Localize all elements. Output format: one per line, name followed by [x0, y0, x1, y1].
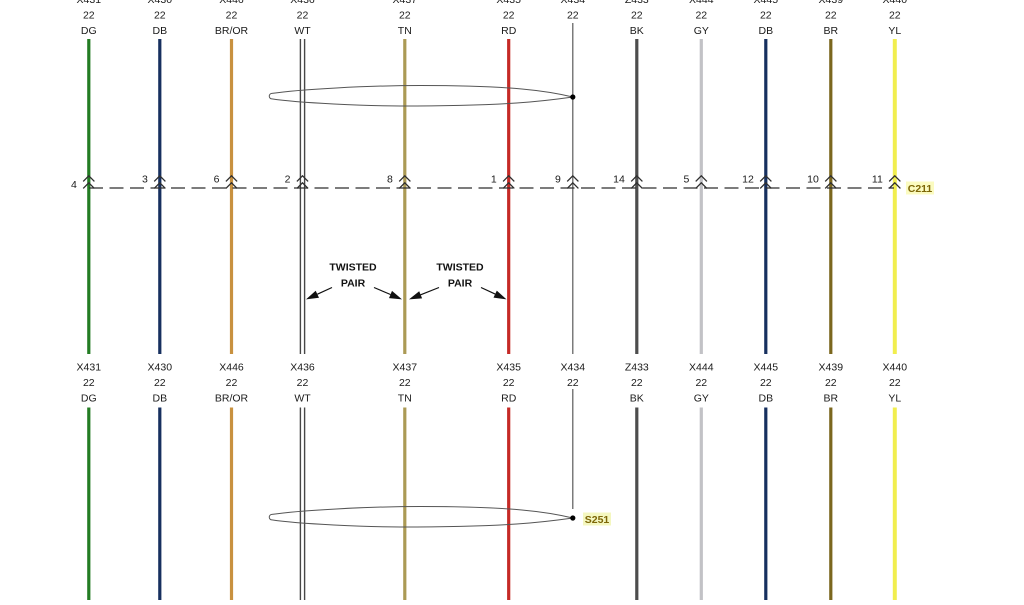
svg-text:X437: X437: [393, 0, 418, 6]
svg-text:X445: X445: [754, 0, 779, 6]
svg-text:TN: TN: [398, 25, 412, 37]
svg-text:X431: X431: [77, 362, 102, 374]
svg-text:BR/OR: BR/OR: [215, 25, 249, 37]
svg-text:Z433: Z433: [625, 0, 649, 6]
svg-text:X439: X439: [819, 0, 844, 6]
svg-text:22: 22: [889, 377, 901, 389]
svg-text:22: 22: [297, 377, 309, 389]
svg-text:22: 22: [399, 377, 411, 389]
svg-text:X446: X446: [219, 0, 244, 6]
svg-text:BR: BR: [824, 393, 839, 405]
svg-text:PAIR: PAIR: [448, 277, 473, 289]
svg-text:11: 11: [872, 173, 883, 185]
svg-text:X436: X436: [290, 0, 315, 6]
svg-text:22: 22: [83, 377, 95, 389]
svg-text:X434: X434: [561, 0, 586, 6]
svg-text:X440: X440: [883, 0, 908, 6]
svg-text:GY: GY: [694, 25, 709, 37]
svg-text:BR: BR: [824, 25, 839, 37]
svg-text:3: 3: [142, 173, 148, 185]
svg-text:YL: YL: [888, 25, 901, 37]
svg-text:DB: DB: [759, 25, 774, 37]
svg-text:8: 8: [387, 173, 393, 185]
svg-text:22: 22: [760, 377, 772, 389]
svg-text:22: 22: [631, 377, 643, 389]
svg-text:22: 22: [695, 10, 707, 22]
svg-text:X444: X444: [689, 0, 714, 6]
svg-text:TWISTED: TWISTED: [329, 262, 377, 274]
svg-text:Z433: Z433: [625, 362, 649, 374]
svg-text:2: 2: [285, 173, 291, 185]
svg-text:X439: X439: [819, 362, 844, 374]
svg-text:X434: X434: [561, 362, 586, 374]
svg-text:RD: RD: [501, 25, 517, 37]
svg-text:10: 10: [807, 173, 819, 185]
svg-text:22: 22: [226, 377, 238, 389]
svg-text:22: 22: [567, 10, 579, 22]
svg-text:DB: DB: [153, 393, 168, 405]
svg-text:22: 22: [825, 377, 837, 389]
svg-text:X437: X437: [393, 362, 418, 374]
svg-text:X436: X436: [290, 362, 315, 374]
svg-text:22: 22: [399, 10, 411, 22]
svg-text:DG: DG: [81, 393, 97, 405]
svg-text:X444: X444: [689, 362, 714, 374]
svg-text:22: 22: [154, 377, 166, 389]
svg-text:BR/OR: BR/OR: [215, 393, 249, 405]
svg-text:BK: BK: [630, 393, 644, 405]
svg-text:22: 22: [503, 377, 515, 389]
svg-text:12: 12: [742, 173, 754, 185]
svg-text:DB: DB: [153, 25, 168, 37]
svg-text:22: 22: [503, 10, 515, 22]
svg-text:PAIR: PAIR: [341, 277, 366, 289]
svg-text:22: 22: [760, 10, 772, 22]
svg-text:X431: X431: [77, 0, 102, 6]
svg-text:9: 9: [555, 173, 561, 185]
svg-text:TN: TN: [398, 393, 412, 405]
svg-text:22: 22: [889, 10, 901, 22]
svg-text:X445: X445: [754, 362, 779, 374]
svg-text:S251: S251: [585, 514, 610, 526]
svg-text:22: 22: [154, 10, 166, 22]
svg-text:X446: X446: [219, 362, 244, 374]
svg-text:YL: YL: [888, 393, 901, 405]
svg-text:22: 22: [695, 377, 707, 389]
svg-text:BK: BK: [630, 25, 644, 37]
svg-text:DG: DG: [81, 25, 97, 37]
svg-text:DB: DB: [759, 393, 774, 405]
svg-text:GY: GY: [694, 393, 709, 405]
svg-text:22: 22: [631, 10, 643, 22]
svg-text:X435: X435: [496, 362, 521, 374]
svg-text:5: 5: [683, 173, 689, 185]
svg-text:1: 1: [491, 173, 497, 185]
svg-text:6: 6: [214, 173, 220, 185]
svg-text:RD: RD: [501, 393, 517, 405]
svg-text:22: 22: [83, 10, 95, 22]
svg-text:TWISTED: TWISTED: [436, 262, 484, 274]
svg-text:X435: X435: [496, 0, 521, 6]
svg-text:C211: C211: [908, 183, 933, 195]
svg-text:22: 22: [825, 10, 837, 22]
svg-text:22: 22: [567, 377, 579, 389]
svg-text:22: 22: [297, 10, 309, 22]
svg-text:22: 22: [226, 10, 238, 22]
svg-text:14: 14: [613, 173, 625, 185]
svg-text:WT: WT: [294, 393, 311, 405]
svg-text:X430: X430: [148, 0, 173, 6]
svg-text:WT: WT: [294, 25, 311, 37]
svg-text:4: 4: [71, 179, 77, 191]
svg-text:X430: X430: [148, 362, 173, 374]
svg-text:X440: X440: [883, 362, 908, 374]
